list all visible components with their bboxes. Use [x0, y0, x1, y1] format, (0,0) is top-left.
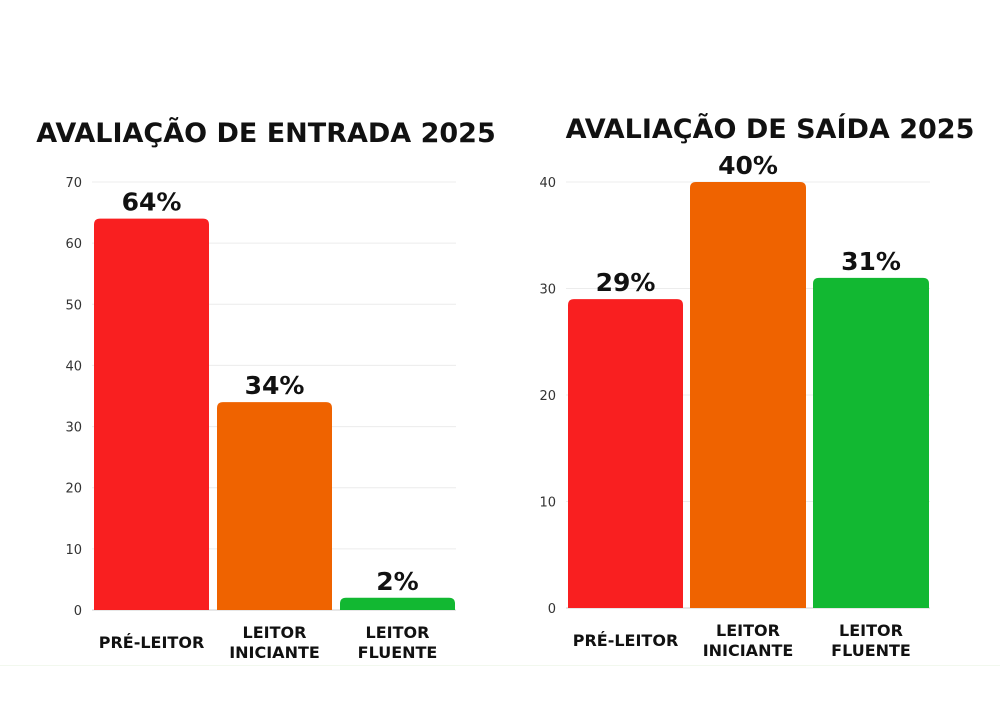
x-category-label-line: INICIANTE	[703, 641, 794, 660]
y-tick-label: 20	[65, 482, 82, 497]
x-category-label-line: FLUENTE	[831, 641, 911, 660]
data-label: 40%	[718, 151, 778, 180]
x-category-label-line: LEITOR	[366, 623, 430, 642]
y-tick-label: 10	[65, 543, 82, 558]
y-tick-label: 50	[65, 298, 82, 313]
bar	[813, 277, 929, 608]
x-category-label: LEITOR INICIANTE	[229, 623, 320, 662]
bar	[340, 597, 455, 610]
y-tick-label: 40	[539, 176, 556, 191]
x-category-label-line: FLUENTE	[358, 643, 438, 662]
chart-title: AVALIAÇÃO DE SAÍDA 2025	[566, 113, 975, 145]
chart-2: AVALIAÇÃO DE SAÍDA 2025 0 10 20 30 40 29% PRÉ-L…	[539, 113, 974, 660]
data-label: 64%	[122, 188, 182, 217]
x-category-label: PRÉ-LEITOR	[573, 631, 679, 650]
x-category-label: PRÉ-LEITOR	[99, 633, 205, 652]
bar	[690, 182, 806, 608]
data-label: 34%	[245, 371, 305, 400]
chart-title: AVALIAÇÃO DE ENTRADA 2025	[36, 117, 496, 149]
data-label: 31%	[841, 247, 901, 276]
y-tick-label: 30	[65, 421, 82, 436]
y-tick-label: 20	[539, 389, 556, 404]
footer-band	[0, 665, 1000, 718]
x-category-label: LEITOR FLUENTE	[358, 623, 438, 662]
bar	[568, 299, 683, 608]
bar	[94, 218, 209, 610]
x-category-label-line: LEITOR	[716, 621, 780, 640]
x-category-label: LEITOR INICIANTE	[703, 621, 794, 660]
y-tick-label: 0	[548, 602, 556, 617]
y-tick-label: 0	[74, 604, 82, 619]
y-tick-label: 60	[65, 237, 82, 252]
y-tick-label: 40	[65, 359, 82, 374]
y-tick-label: 30	[539, 283, 556, 298]
chart-1: AVALIAÇÃO DE ENTRADA 2025 0 10 20 30 40 50 60 70…	[36, 117, 496, 662]
y-tick-label: 10	[539, 496, 556, 511]
x-category-label-line: INICIANTE	[229, 643, 320, 662]
data-label: 2%	[376, 567, 418, 596]
x-category-label-line: LEITOR	[243, 623, 307, 642]
bar	[217, 402, 332, 610]
data-label: 29%	[596, 268, 656, 297]
x-category-label-line: LEITOR	[839, 621, 903, 640]
y-tick-label: 70	[65, 176, 82, 191]
x-category-label: LEITOR FLUENTE	[831, 621, 911, 660]
